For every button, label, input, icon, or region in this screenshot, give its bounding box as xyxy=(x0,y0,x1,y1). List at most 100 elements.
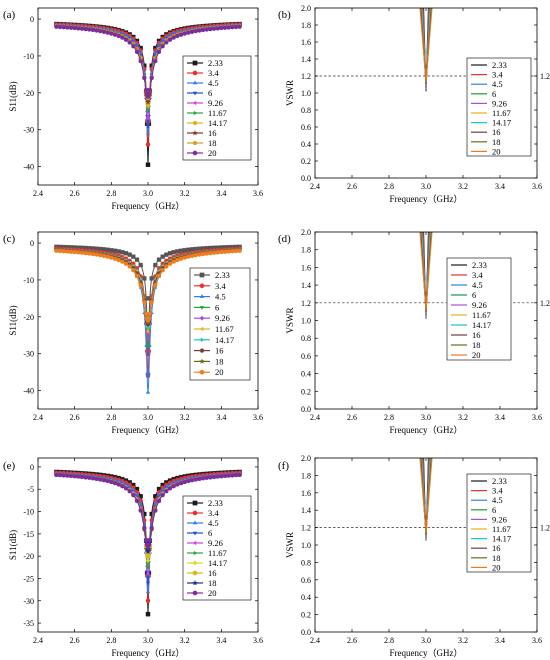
plot-data-area xyxy=(53,244,243,394)
x-tick-label: 3.0 xyxy=(143,189,153,198)
reference-line-label: 1.2 xyxy=(540,524,550,533)
legend-label-9.26: 9.26 xyxy=(208,98,223,108)
series-point-20 xyxy=(131,268,136,273)
series-point-20 xyxy=(186,254,191,259)
y-tick-label: 0.4 xyxy=(301,140,311,149)
series-point-20 xyxy=(144,87,149,92)
legend-label-6: 6 xyxy=(208,528,212,538)
series-point-20 xyxy=(237,24,242,29)
series-point-20 xyxy=(76,250,81,255)
series-point-20 xyxy=(149,75,154,81)
series-point-20 xyxy=(61,249,66,254)
series-point-20 xyxy=(83,250,88,256)
series-point-20 xyxy=(160,492,165,498)
x-tick-label: 2.8 xyxy=(106,189,116,198)
series-point-20 xyxy=(230,473,235,478)
legend-label-16: 16 xyxy=(208,128,217,138)
series-point-18 xyxy=(145,548,151,554)
legend-label-2.33: 2.33 xyxy=(472,260,487,270)
series-point-2.33 xyxy=(127,252,132,257)
series-point-20 xyxy=(182,31,187,36)
legend-label-6: 6 xyxy=(492,505,496,515)
legend-marker-20 xyxy=(192,590,198,596)
y-tick-label: 2.0 xyxy=(301,454,311,463)
y-tick-label: 0.8 xyxy=(301,558,311,567)
series-point-20 xyxy=(200,27,206,33)
x-axis-title: Frequency（GHz） xyxy=(390,425,463,435)
series-point-2.33 xyxy=(160,254,165,259)
y-tick-label: -20 xyxy=(23,89,34,98)
series-point-14.17 xyxy=(146,325,151,330)
y-axis-title: S11(dB) xyxy=(8,530,18,560)
legend-label-18: 18 xyxy=(208,578,217,588)
y-tick-label: 0.4 xyxy=(301,370,311,379)
x-tick-label: 2.8 xyxy=(384,413,394,422)
legend-marker-6 xyxy=(199,306,205,310)
legend-marker-18 xyxy=(192,580,198,586)
panel-label: (a) xyxy=(3,9,16,21)
series-point-20 xyxy=(112,480,118,486)
legend-label-2.33: 2.33 xyxy=(208,498,223,508)
series-point-20 xyxy=(131,492,136,498)
series-point-20 xyxy=(112,32,118,37)
chart-panel-d: (d) 1.2 2.4 2.6 2.8 3.0 3.2 3.4 3.6 0.0 0.2 0.4 0.6 0… xyxy=(278,228,550,435)
series-point-20 xyxy=(189,478,195,483)
x-tick-label: 2.6 xyxy=(70,413,80,422)
legend-label-14.17: 14.17 xyxy=(472,320,491,330)
series-point-20 xyxy=(237,248,242,253)
y-tick-label: 0.0 xyxy=(301,405,311,414)
y-tick-label: 0.4 xyxy=(301,593,311,602)
series-point-20 xyxy=(90,476,96,481)
y-axis-title: S11(dB) xyxy=(8,305,18,335)
y-tick-label: 1.6 xyxy=(301,38,311,47)
reference-line-label: 1.2 xyxy=(540,72,550,81)
series-point-11.67 xyxy=(145,329,150,334)
series-point-20 xyxy=(164,264,169,269)
series-line-20 xyxy=(419,458,433,533)
series-point-20 xyxy=(134,498,140,504)
y-tick-label: 0 xyxy=(30,239,34,248)
series-point-2.33 xyxy=(171,250,176,255)
x-tick-label: 3.2 xyxy=(458,182,468,191)
series-point-20 xyxy=(233,248,239,254)
series-point-20 xyxy=(146,316,152,321)
y-tick-label: 1.4 xyxy=(301,55,311,64)
series-point-2.33 xyxy=(164,252,169,257)
series-point-20 xyxy=(116,33,121,39)
series-point-20 xyxy=(197,28,202,33)
series-point-20 xyxy=(146,543,152,548)
x-axis-title: Frequency（GHz） xyxy=(112,648,185,658)
legend-label-6: 6 xyxy=(215,302,219,312)
series-point-20 xyxy=(211,250,217,255)
series-point-20 xyxy=(200,476,206,481)
series-point-20 xyxy=(178,256,184,261)
series-point-20 xyxy=(83,26,88,32)
x-tick-label: 2.8 xyxy=(384,182,394,191)
panel-label: (b) xyxy=(278,9,291,21)
series-point-20 xyxy=(72,249,77,255)
legend-marker-4.5 xyxy=(192,520,198,525)
series-point-20 xyxy=(120,259,125,264)
legend-label-6: 6 xyxy=(208,88,212,98)
legend-marker-6 xyxy=(192,531,198,536)
panel-label: (c) xyxy=(3,233,16,245)
series-point-20 xyxy=(186,30,191,35)
legend-marker-18 xyxy=(192,140,198,145)
y-tick-label: -20 xyxy=(23,313,34,322)
y-tick-label: 0.0 xyxy=(301,174,311,183)
series-point-9.26 xyxy=(145,572,150,576)
series-point-20 xyxy=(160,268,165,273)
x-tick-label: 2.4 xyxy=(310,182,320,191)
series-point-20 xyxy=(156,49,162,55)
series-point-20 xyxy=(94,252,99,257)
legend-marker-14.17 xyxy=(192,120,198,126)
series-point-20 xyxy=(94,476,99,482)
y-tick-label: 2.0 xyxy=(301,228,311,237)
series-point-20 xyxy=(120,35,125,40)
series-point-20 xyxy=(68,473,74,479)
reference-line-label: 1.2 xyxy=(540,299,550,308)
legend-label-3.4: 3.4 xyxy=(215,281,226,291)
series-point-20 xyxy=(101,478,107,483)
x-axis-title: Frequency（GHz） xyxy=(390,648,463,658)
series-point-3.4 xyxy=(145,373,151,378)
